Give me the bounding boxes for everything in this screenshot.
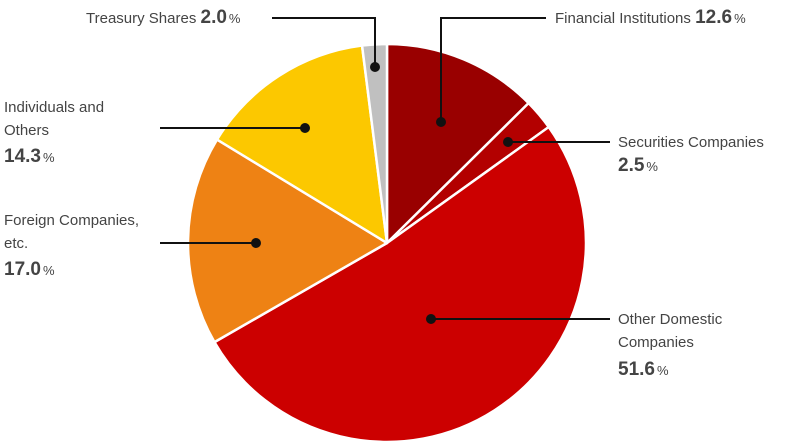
label-securities-companies: Securities Companies 2.5% [618, 131, 764, 178]
label-securities-value: 2.5 [618, 155, 645, 176]
pie-slices [186, 42, 588, 444]
label-foreign-unit: % [42, 263, 55, 278]
label-individuals-and-others: Individuals and Others 14.3% [4, 96, 104, 169]
label-financial-value: 12.6 [695, 7, 733, 28]
pie-slice-foreign-companies-etc [186, 138, 389, 344]
label-securities-unit: % [646, 159, 658, 174]
label-treasury-unit: % [228, 11, 241, 26]
label-financial-name: Financial Institutions [555, 10, 691, 27]
label-other-domestic-unit: % [656, 363, 669, 378]
label-individuals-value: 14.3 [4, 146, 41, 167]
pie-slice-financial-institutions [385, 42, 530, 245]
leader-line-financial [440, 17, 546, 122]
leader-dot-financial [436, 117, 446, 127]
label-other-domestic-value: 51.6 [618, 359, 655, 380]
label-individuals-unit: % [42, 150, 55, 165]
label-foreign-name-2: etc. [4, 235, 29, 252]
label-other-domestic-name-2: Companies [618, 334, 694, 351]
label-other-domestic-name-1: Other Domestic [618, 311, 723, 328]
label-foreign-name-1: Foreign Companies, [4, 212, 140, 229]
leader-dot-foreign [251, 238, 261, 248]
leader-dot-other-domestic [426, 314, 436, 324]
label-financial-institutions: Financial Institutions 12.6% [555, 6, 746, 30]
label-individuals-name-2: Others [4, 122, 50, 139]
label-foreign-value: 17.0 [4, 259, 41, 280]
leader-dot-treasury [370, 62, 380, 72]
leader-dot-securities [503, 137, 513, 147]
label-foreign-companies: Foreign Companies, etc. 17.0% [4, 209, 139, 282]
leader-lines [160, 17, 610, 324]
pie-slice-other-domestic-companies [213, 125, 588, 444]
label-individuals-name-1: Individuals and [4, 99, 105, 116]
label-financial-unit: % [734, 11, 746, 26]
leader-dot-individuals [300, 123, 310, 133]
label-securities-name: Securities Companies [618, 134, 764, 151]
label-treasury-value: 2.0 [200, 7, 227, 28]
label-other-domestic-companies: Other Domestic Companies 51.6% [618, 308, 722, 382]
label-treasury-name: Treasury Shares [86, 10, 197, 27]
leader-line-treasury [272, 17, 376, 67]
label-treasury-shares: Treasury Shares 2.0% [86, 6, 240, 30]
